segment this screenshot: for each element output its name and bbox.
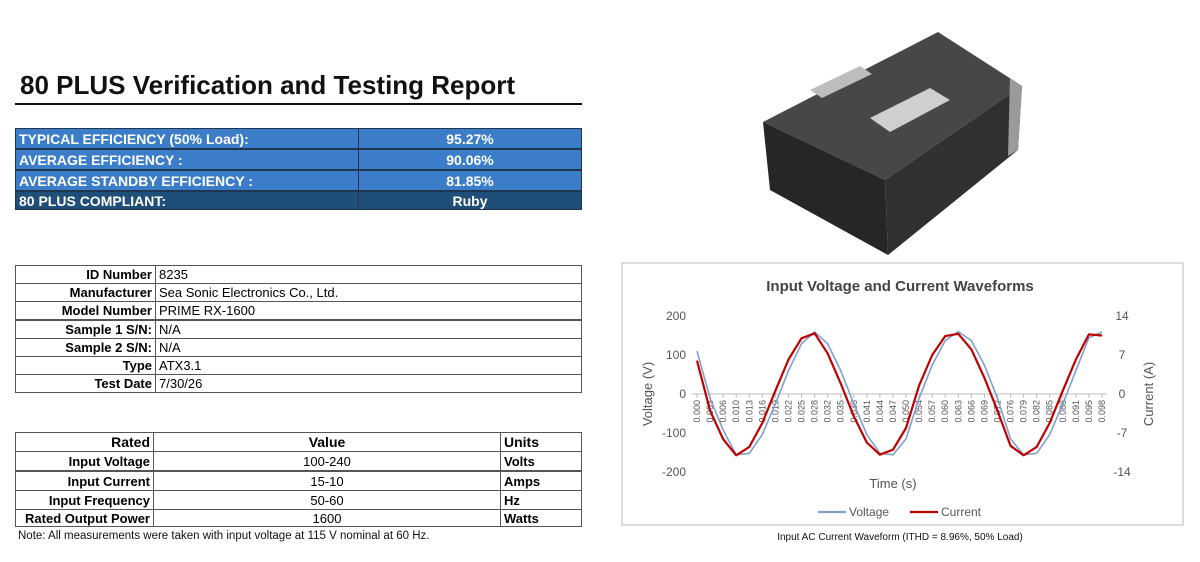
note: Note: All measurements were taken with i… (18, 530, 430, 542)
x-tick-label: 0.085 (1045, 400, 1055, 423)
y2-tick-label: 14 (1115, 309, 1129, 323)
x-tick-label: 0.013 (744, 400, 754, 423)
efficiency-label: TYPICAL EFFICIENCY (50% Load): (15, 128, 359, 149)
psu-label (870, 88, 950, 132)
y-tick-label: 100 (666, 348, 686, 362)
psu-right (885, 86, 1022, 255)
rated-cell: Watts (500, 509, 582, 527)
x-tick-label: 0.028 (810, 400, 820, 423)
report-title: 80 PLUS Verification and Testing Report (20, 70, 516, 100)
rated-cell: Volts (500, 451, 582, 471)
y-tick-label: -100 (662, 426, 686, 440)
efficiency-value: 81.85% (358, 170, 582, 191)
info-value: 7/30/26 (155, 374, 582, 394)
y-tick-label: -200 (662, 465, 686, 479)
x-tick-label: 0.041 (862, 400, 872, 423)
x-tick-label: 0.091 (1071, 400, 1081, 423)
x-tick-label: 0.066 (966, 400, 976, 423)
psu-logo (810, 66, 872, 98)
x-tick-label: 0.044 (875, 400, 885, 423)
efficiency-label: AVERAGE STANDBY EFFICIENCY : (15, 170, 359, 191)
x-tick-label: 0.076 (1006, 400, 1016, 423)
efficiency-value: 95.27% (358, 128, 582, 149)
x-tick-label: 0.057 (927, 400, 937, 423)
x-tick-label: 0.006 (718, 400, 728, 423)
y-axis-title: Voltage (V) (640, 362, 655, 426)
x-tick-label: 0.019 (770, 400, 780, 423)
y2-tick-label: 0 (1119, 387, 1126, 401)
x-tick-label: 0.054 (914, 400, 924, 423)
caption: Input AC Current Waveform (ITHD = 8.96%,… (777, 532, 1023, 543)
x-tick-label: 0.047 (888, 400, 898, 423)
x-tick-label: 0.088 (1058, 400, 1068, 423)
x-tick-label: 0.000 (692, 400, 702, 423)
x-tick-label: 0.095 (1084, 400, 1094, 423)
series-line (695, 332, 1103, 457)
x-tick-label: 0.035 (836, 400, 846, 423)
x-tick-label: 0.010 (731, 400, 741, 423)
legend-label: Voltage (849, 505, 889, 519)
efficiency-label: AVERAGE EFFICIENCY : (15, 149, 359, 170)
legend-label: Current (941, 505, 982, 519)
x-axis-title: Time (s) (869, 476, 916, 491)
x-tick-label: 0.032 (823, 400, 833, 423)
title-rule (15, 103, 582, 105)
x-tick-label: 0.050 (901, 400, 911, 423)
y2-tick-label: -14 (1113, 465, 1131, 479)
psu-edge (1008, 78, 1022, 156)
x-tick-label: 0.082 (1032, 400, 1042, 423)
psu-left (763, 122, 888, 255)
x-tick-label: 0.060 (940, 400, 950, 423)
x-tick-label: 0.025 (797, 400, 807, 423)
series-line (696, 330, 1103, 456)
x-tick-label: 0.069 (979, 400, 989, 423)
x-tick-label: 0.022 (783, 400, 793, 423)
efficiency-value: Ruby (358, 191, 582, 210)
x-tick-label: 0.038 (849, 400, 859, 423)
efficiency-value: 90.06% (358, 149, 582, 170)
y-tick-label: 200 (666, 309, 686, 323)
efficiency-label: 80 PLUS COMPLIANT: (15, 191, 359, 210)
y2-tick-label: -7 (1117, 426, 1128, 440)
product-photo (763, 32, 1022, 255)
chart-title: Input Voltage and Current Waveforms (766, 278, 1034, 295)
x-tick-label: 0.063 (953, 400, 963, 423)
x-tick-label: 0.079 (1019, 400, 1029, 423)
y-tick-label: 0 (679, 387, 686, 401)
y2-tick-label: 7 (1119, 348, 1126, 362)
x-tick-label: 0.098 (1097, 400, 1107, 423)
y2-axis-title: Current (A) (1141, 362, 1156, 426)
x-tick-label: 0.016 (757, 400, 767, 423)
psu-top (763, 32, 1022, 180)
